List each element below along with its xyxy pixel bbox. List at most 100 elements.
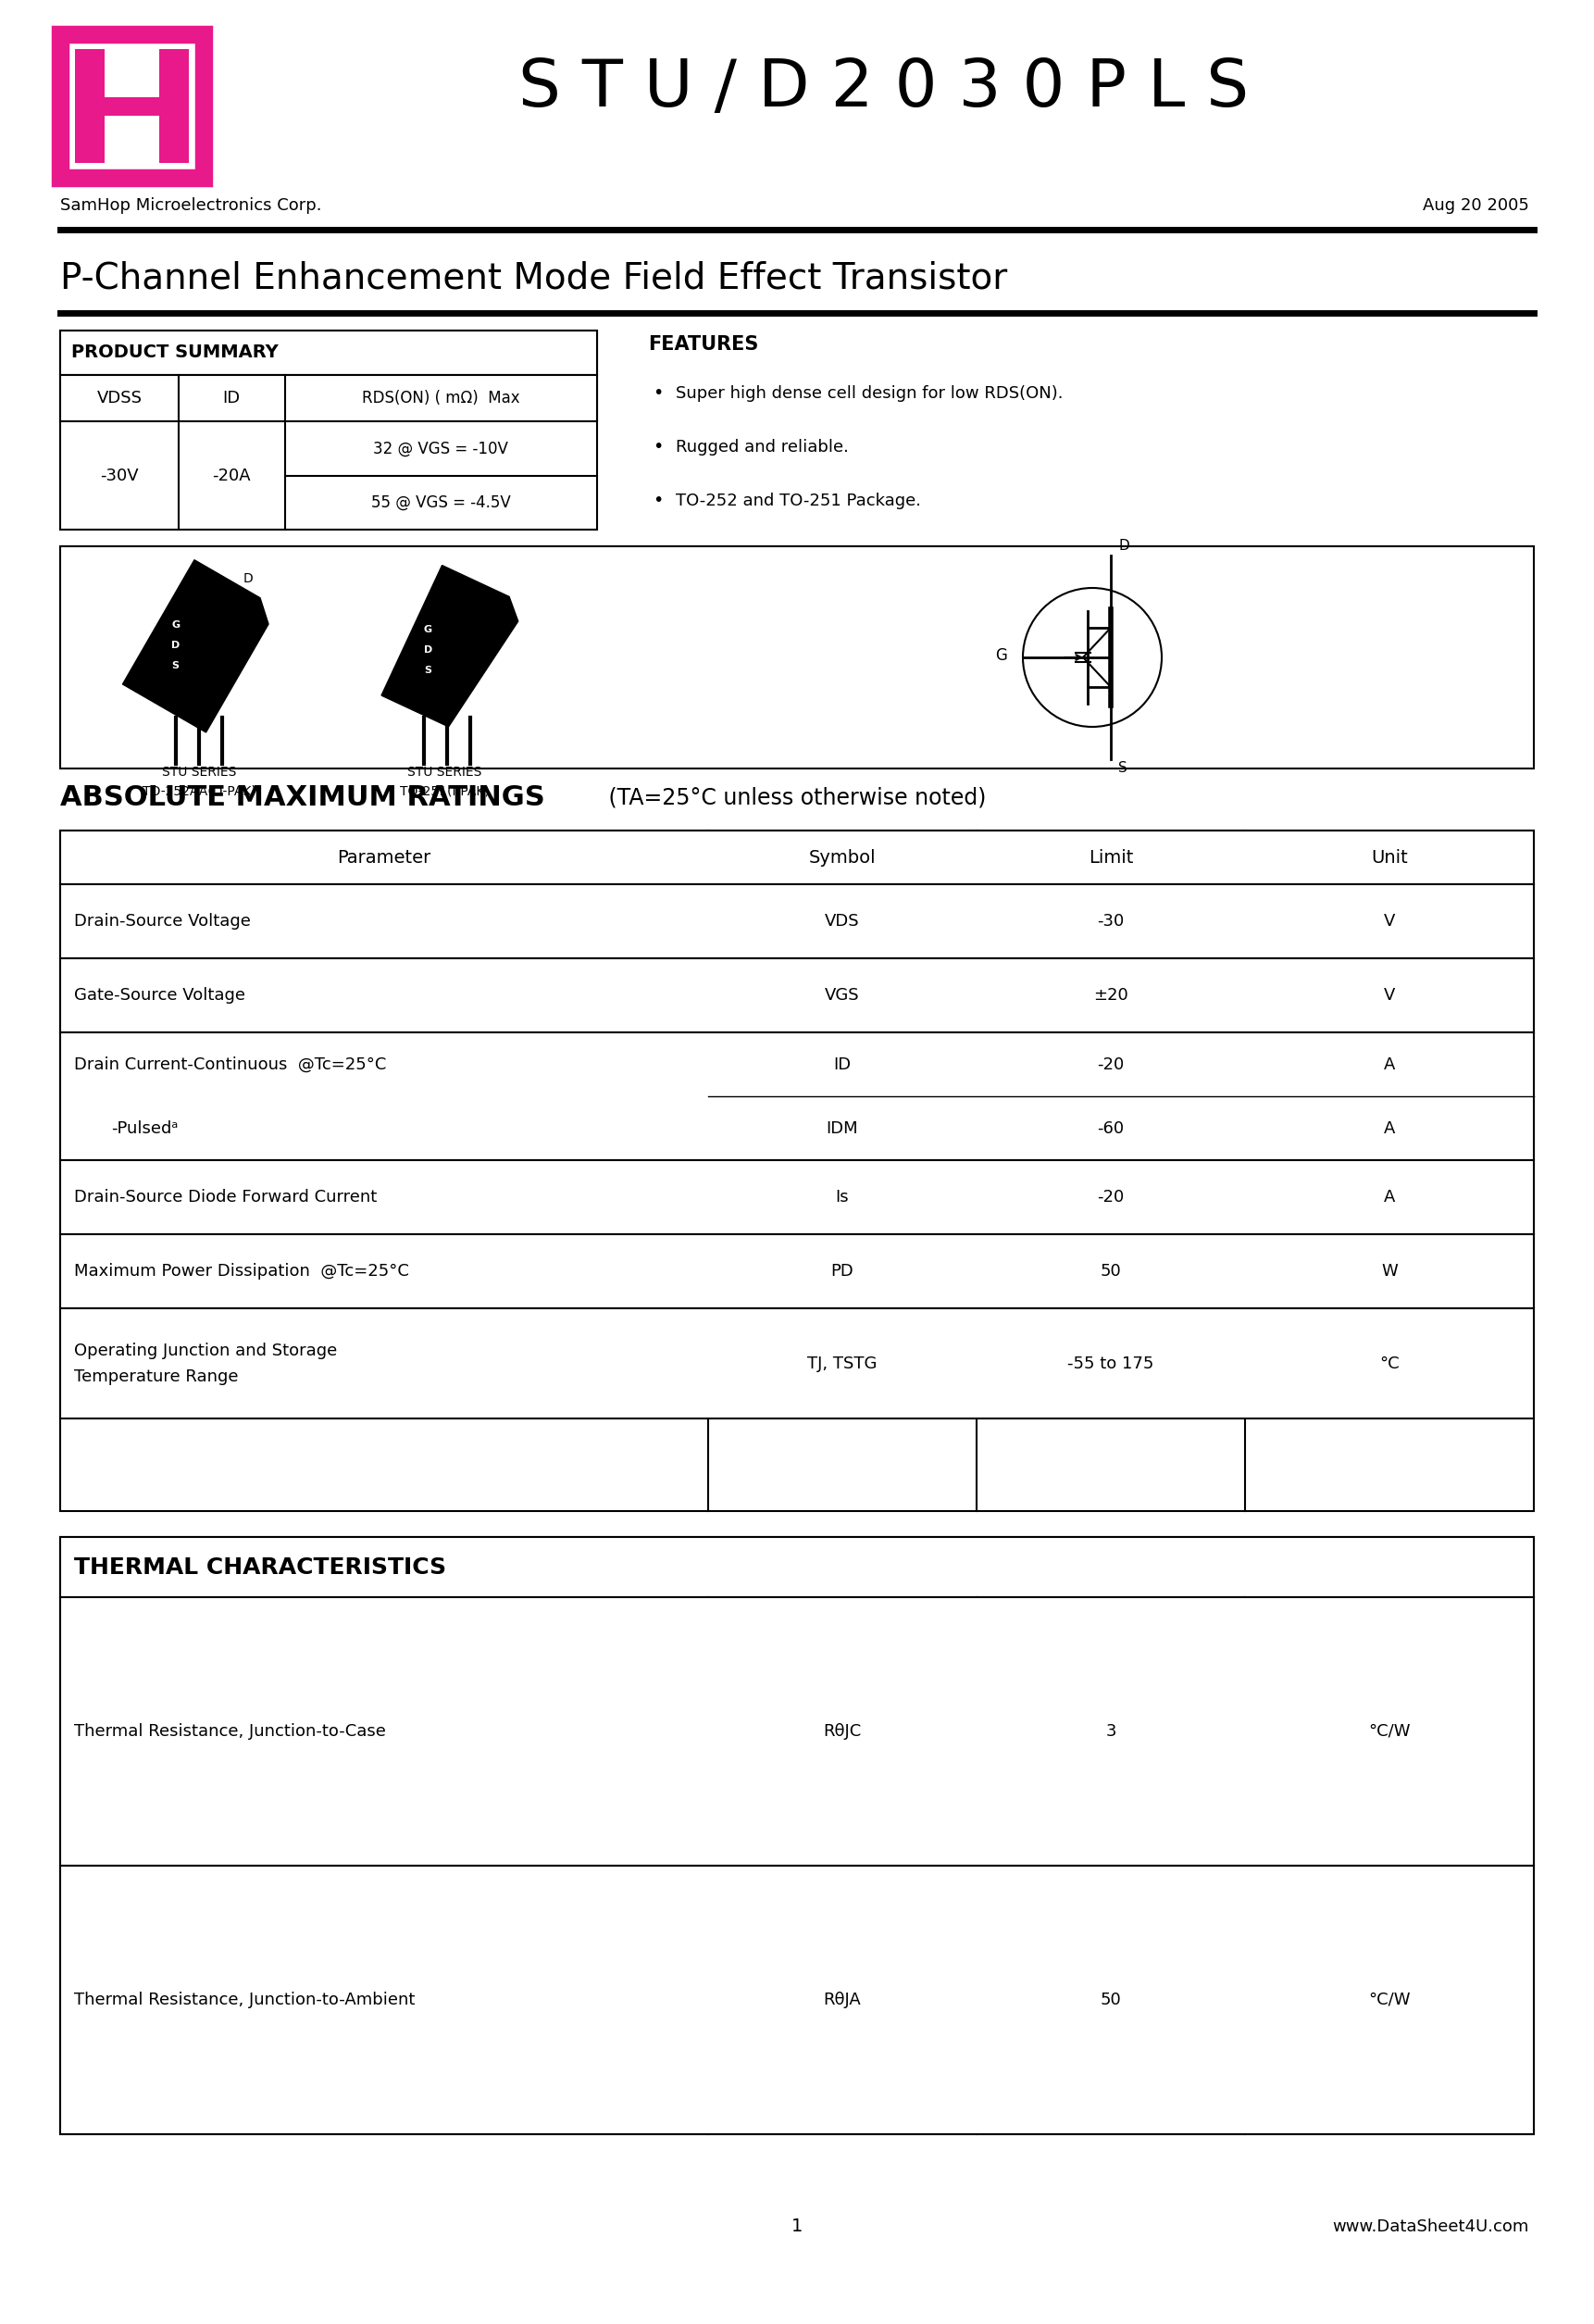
Bar xyxy=(61,1032,1533,1160)
Text: PRODUCT SUMMARY: PRODUCT SUMMARY xyxy=(72,344,279,363)
Bar xyxy=(75,98,188,116)
Text: Limit: Limit xyxy=(1089,848,1133,867)
Bar xyxy=(61,1866,1533,2133)
Text: -60: -60 xyxy=(1097,1120,1124,1136)
Text: -20: -20 xyxy=(1097,1190,1124,1206)
Bar xyxy=(159,49,188,163)
Text: VDSS: VDSS xyxy=(97,390,142,407)
Text: TO-252AA(D-PAK): TO-252AA(D-PAK) xyxy=(142,786,255,797)
Text: 1: 1 xyxy=(791,2217,803,2236)
Text: RθJC: RθJC xyxy=(823,1722,861,1741)
Text: (TA=25°C unless otherwise noted): (TA=25°C unless otherwise noted) xyxy=(601,788,987,809)
Text: THERMAL CHARACTERISTICS: THERMAL CHARACTERISTICS xyxy=(73,1557,446,1578)
Text: °C/W: °C/W xyxy=(1368,1722,1411,1741)
Text: D: D xyxy=(244,572,253,586)
Text: °C/W: °C/W xyxy=(1368,1992,1411,2008)
Bar xyxy=(61,1308,1533,1418)
Text: FEATURES: FEATURES xyxy=(649,335,759,353)
Text: D: D xyxy=(1119,539,1129,553)
Bar xyxy=(61,1536,1533,2133)
Text: V: V xyxy=(1384,988,1395,1004)
Text: Super high dense cell design for low RDS(ON).: Super high dense cell design for low RDS… xyxy=(676,386,1063,402)
Text: Operating Junction and Storage: Operating Junction and Storage xyxy=(73,1343,338,1360)
Bar xyxy=(61,830,1533,1511)
Text: ID: ID xyxy=(223,390,241,407)
Text: VDS: VDS xyxy=(826,913,859,930)
Text: -20: -20 xyxy=(1097,1057,1124,1074)
Text: •: • xyxy=(652,439,663,456)
Text: Maximum Power Dissipation  @Tc=25°C: Maximum Power Dissipation @Tc=25°C xyxy=(73,1262,410,1281)
Bar xyxy=(61,330,598,374)
Text: Temperature Range: Temperature Range xyxy=(73,1369,239,1385)
Text: ABSOLUTE MAXIMUM RATINGS: ABSOLUTE MAXIMUM RATINGS xyxy=(61,786,545,811)
Text: S: S xyxy=(171,660,179,669)
Text: 50: 50 xyxy=(1100,1262,1121,1281)
Text: A: A xyxy=(1384,1057,1395,1074)
Text: Drain-Source Diode Forward Current: Drain-Source Diode Forward Current xyxy=(73,1190,376,1206)
Text: Drain-Source Voltage: Drain-Source Voltage xyxy=(73,913,250,930)
Text: Rugged and reliable.: Rugged and reliable. xyxy=(676,439,848,456)
Text: Is: Is xyxy=(835,1190,850,1206)
Text: Drain Current-Continuous  @Tc=25°C: Drain Current-Continuous @Tc=25°C xyxy=(73,1057,386,1074)
Text: D: D xyxy=(424,646,432,655)
Text: 50: 50 xyxy=(1100,1992,1121,2008)
Text: •: • xyxy=(652,493,663,509)
Text: S: S xyxy=(1119,762,1127,776)
Text: A: A xyxy=(1384,1120,1395,1136)
Text: Unit: Unit xyxy=(1371,848,1408,867)
Text: Thermal Resistance, Junction-to-Case: Thermal Resistance, Junction-to-Case xyxy=(73,1722,386,1741)
Text: SamHop Microelectronics Corp.: SamHop Microelectronics Corp. xyxy=(61,198,322,214)
Bar xyxy=(61,830,1533,883)
Text: RθJA: RθJA xyxy=(824,1992,861,2008)
Text: Parameter: Parameter xyxy=(338,848,430,867)
Polygon shape xyxy=(381,565,518,727)
Text: TJ, TSTG: TJ, TSTG xyxy=(808,1355,877,1371)
Text: RDS(ON) ( mΩ)  Max: RDS(ON) ( mΩ) Max xyxy=(362,390,520,407)
Bar xyxy=(61,330,598,530)
Text: TO-252 and TO-251 Package.: TO-252 and TO-251 Package. xyxy=(676,493,921,509)
Text: Aug 20 2005: Aug 20 2005 xyxy=(1423,198,1529,214)
Text: 32 @ VGS = -10V: 32 @ VGS = -10V xyxy=(373,442,508,458)
Bar xyxy=(61,374,598,421)
Text: Thermal Resistance, Junction-to-Ambient: Thermal Resistance, Junction-to-Ambient xyxy=(73,1992,414,2008)
Bar xyxy=(61,957,1533,1032)
Bar xyxy=(61,1234,1533,1308)
Bar xyxy=(61,546,1533,769)
Text: PD: PD xyxy=(830,1262,854,1281)
Text: V: V xyxy=(1384,913,1395,930)
Text: STU SERIES: STU SERIES xyxy=(163,765,236,779)
Text: 55 @ VGS = -4.5V: 55 @ VGS = -4.5V xyxy=(371,495,510,511)
Text: IDM: IDM xyxy=(826,1120,859,1136)
Text: Symbol: Symbol xyxy=(808,848,877,867)
Text: D: D xyxy=(171,641,180,651)
Bar xyxy=(61,1160,1533,1234)
Text: W: W xyxy=(1382,1262,1398,1281)
Text: S T U / D 2 0 3 0 P L S: S T U / D 2 0 3 0 P L S xyxy=(518,56,1248,121)
Bar xyxy=(75,49,105,163)
Text: STU SERIES: STU SERIES xyxy=(406,765,481,779)
Text: VGS: VGS xyxy=(826,988,859,1004)
Text: G: G xyxy=(171,621,180,630)
Text: -Pulsedᵃ: -Pulsedᵃ xyxy=(112,1120,179,1136)
Bar xyxy=(61,1536,1533,1597)
Text: -55 to 175: -55 to 175 xyxy=(1068,1355,1154,1371)
Text: www.DataSheet4U.com: www.DataSheet4U.com xyxy=(62,472,169,481)
Text: 3: 3 xyxy=(1106,1722,1116,1741)
Polygon shape xyxy=(123,560,268,732)
Text: -30V: -30V xyxy=(100,467,139,483)
Text: TO-251(I-PAK): TO-251(I-PAK) xyxy=(400,786,489,797)
Text: A: A xyxy=(1384,1190,1395,1206)
Text: S: S xyxy=(424,665,432,674)
Text: G: G xyxy=(424,625,432,634)
Text: -30: -30 xyxy=(1097,913,1124,930)
Bar xyxy=(61,35,204,177)
Text: ID: ID xyxy=(834,1057,851,1074)
Bar xyxy=(61,883,1533,957)
Text: www.DataSheet4U.com: www.DataSheet4U.com xyxy=(1333,2219,1529,2236)
Text: •: • xyxy=(652,386,663,402)
Bar xyxy=(61,1597,1533,1866)
Text: -20A: -20A xyxy=(212,467,250,483)
Text: P-Channel Enhancement Mode Field Effect Transistor: P-Channel Enhancement Mode Field Effect … xyxy=(61,260,1007,295)
Text: °C: °C xyxy=(1379,1355,1400,1371)
Text: ±20: ±20 xyxy=(1093,988,1129,1004)
